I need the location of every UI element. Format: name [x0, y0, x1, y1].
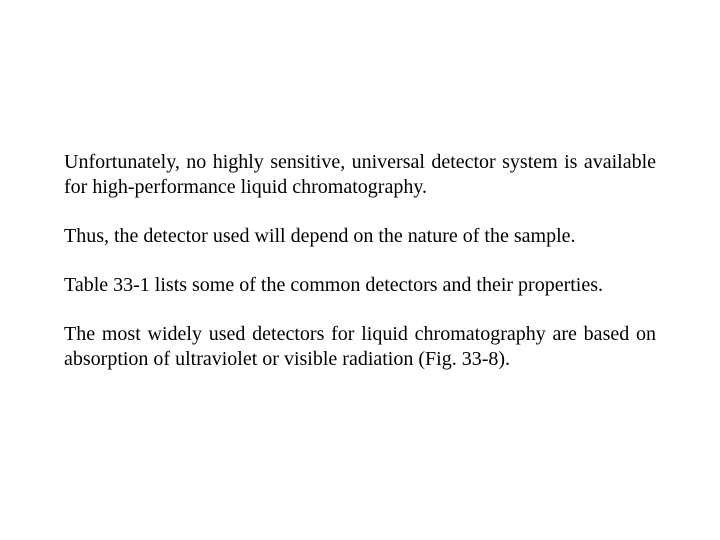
paragraph-3: Table 33-1 lists some of the common dete… — [64, 273, 656, 298]
paragraph-4: The most widely used detectors for liqui… — [64, 322, 656, 372]
paragraph-1: Unfortunately, no highly sensitive, univ… — [64, 150, 656, 200]
paragraph-2: Thus, the detector used will depend on t… — [64, 224, 656, 249]
slide-body: Unfortunately, no highly sensitive, univ… — [0, 0, 720, 540]
